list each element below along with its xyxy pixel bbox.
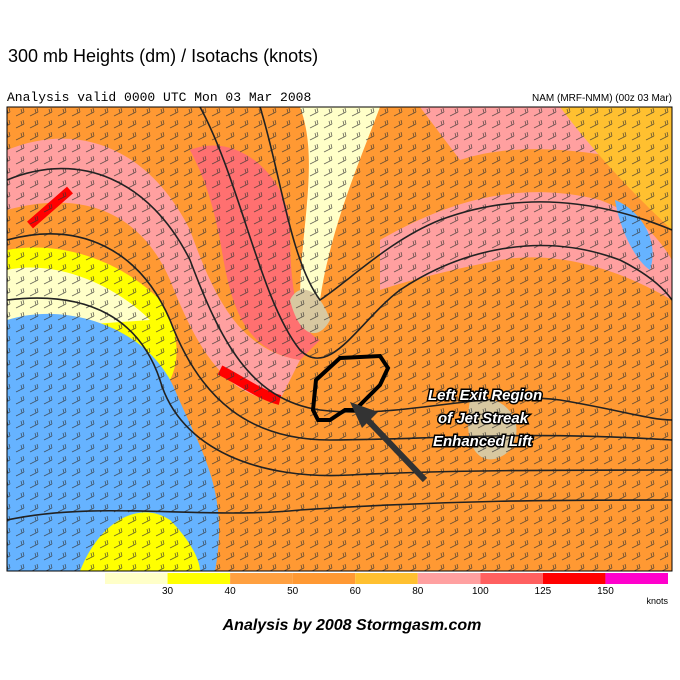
legend-swatch [167,573,231,584]
valid-time: Analysis valid 0000 UTC Mon 03 Mar 2008 [7,90,311,105]
legend-tick-label: 60 [350,586,362,597]
map [7,107,672,571]
map-frame [6,106,673,572]
legend-swatch [230,573,293,584]
annotation-line: Left Exit Region [428,387,542,404]
legend-tick-label: 150 [597,586,614,597]
legend-swatch [605,573,668,584]
annotation-line: Enhanced Lift [433,433,533,450]
legend-tick-label: 50 [287,586,299,597]
footer: Analysis by 2008 Stormgasm.com [222,617,482,634]
legend-tick-label: 125 [535,586,552,597]
legend-swatch [292,573,356,584]
legend-swatch [417,573,481,584]
title: 300 mb Heights (dm) / Isotachs (knots) [8,46,318,66]
annotation-line: of Jet Streak [438,410,529,427]
model-label: NAM (MRF-NMM) (00z 03 Mar) [532,93,672,104]
legend-tick-label: 100 [472,586,489,597]
legend-tick-label: 40 [225,586,237,597]
legend-swatch [105,573,168,584]
legend-swatch [355,573,418,584]
legend-swatch [542,573,606,584]
legend-tick-label: 30 [162,586,174,597]
legend-swatch [480,573,543,584]
legend-tick-label: 80 [412,586,424,597]
legend-unit: knots [646,596,668,606]
legend: 30 40 50 60 80 100 125 150 [105,573,668,597]
